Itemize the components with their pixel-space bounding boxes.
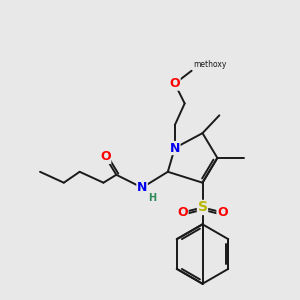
Text: O: O bbox=[217, 206, 228, 219]
Text: methoxy: methoxy bbox=[194, 60, 227, 69]
Text: O: O bbox=[169, 77, 180, 90]
Text: N: N bbox=[169, 142, 180, 154]
Text: N: N bbox=[137, 181, 147, 194]
Text: H: H bbox=[148, 193, 156, 202]
Text: S: S bbox=[197, 200, 208, 214]
Text: O: O bbox=[100, 150, 111, 164]
Text: O: O bbox=[177, 206, 188, 219]
